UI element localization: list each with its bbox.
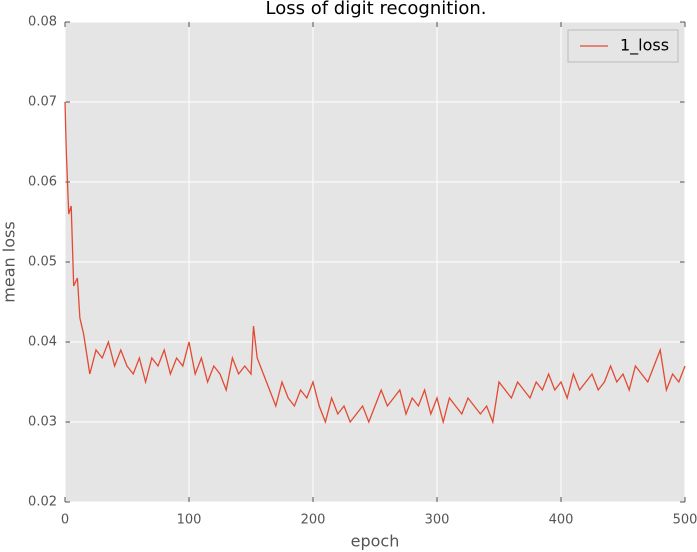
y-tick-label: 0.06 (28, 175, 57, 190)
y-tick-label: 0.03 (28, 415, 57, 430)
y-tick-label: 0.02 (28, 495, 57, 510)
x-tick-label: 100 (177, 513, 202, 528)
y-tick-label: 0.08 (28, 15, 57, 30)
x-axis-label: epoch (351, 532, 400, 551)
chart-title: Loss of digit recognition. (266, 0, 487, 19)
x-tick-label: 500 (673, 513, 697, 528)
legend-label: 1_loss (620, 36, 669, 56)
y-axis-label: mean loss (0, 221, 19, 302)
y-tick-label: 0.04 (28, 335, 57, 350)
x-tick-label: 0 (61, 513, 69, 528)
x-tick-label: 200 (301, 513, 326, 528)
y-tick-label: 0.07 (28, 95, 57, 110)
x-tick-label: 400 (549, 513, 574, 528)
x-tick-label: 300 (425, 513, 450, 528)
line-series (64, 101, 686, 425)
y-tick-label: 0.05 (28, 255, 57, 270)
